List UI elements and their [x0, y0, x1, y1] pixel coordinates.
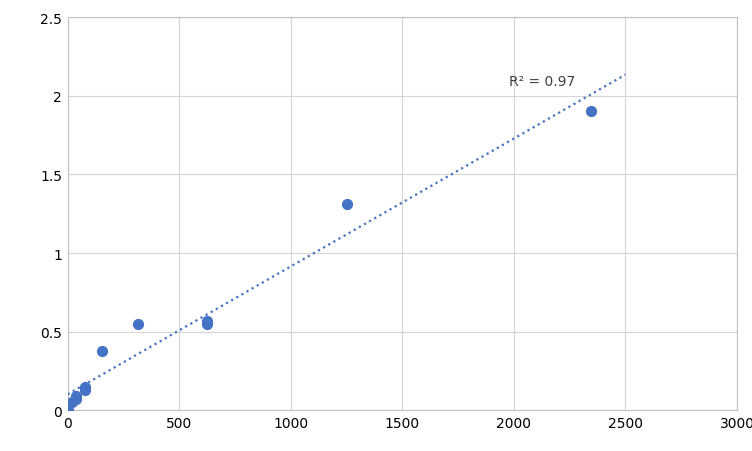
Point	[71, 396, 83, 403]
Point	[79, 387, 91, 394]
Point	[66, 399, 78, 406]
Point	[341, 201, 353, 208]
Point	[201, 321, 213, 328]
Point	[132, 321, 144, 328]
Point	[62, 407, 74, 414]
Point	[79, 383, 91, 391]
Point	[96, 347, 108, 354]
Point	[71, 393, 83, 400]
Point	[584, 109, 596, 116]
Point	[201, 318, 213, 325]
Text: R² = 0.97: R² = 0.97	[509, 74, 575, 88]
